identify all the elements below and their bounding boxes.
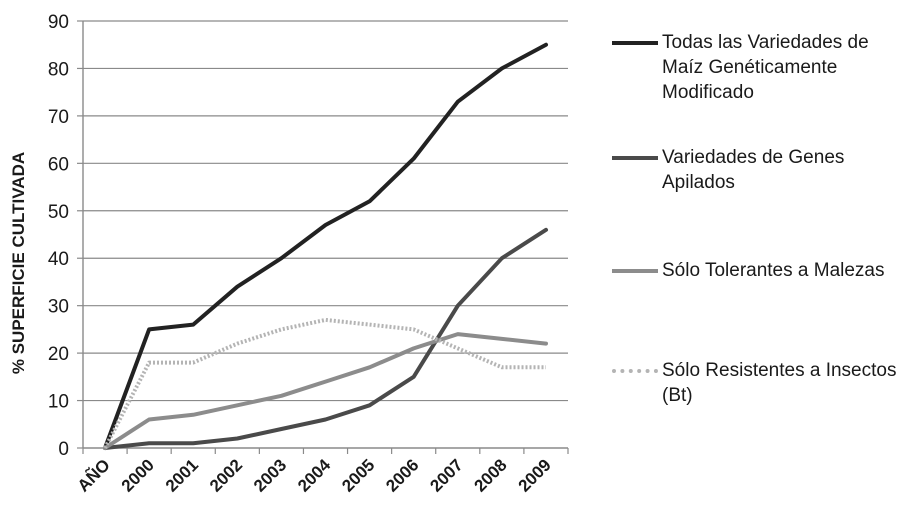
x-tick-label: 2000 <box>118 455 158 495</box>
series-line-3 <box>103 332 548 450</box>
legend-swatch <box>612 156 658 160</box>
series-lines <box>103 42 548 450</box>
legend-swatch <box>612 41 658 45</box>
y-tick-label: 40 <box>48 249 69 270</box>
y-tick-label: 0 <box>58 439 69 460</box>
legend-label: Sólo Resistentes a Insectos (Bt) <box>662 360 897 406</box>
legend-label: Sólo Tolerantes a Malezas <box>662 260 885 281</box>
axes <box>77 20 569 454</box>
y-axis-ticks: 0 10 20 30 40 50 60 70 80 90 <box>48 12 69 460</box>
y-tick-label: 20 <box>48 344 69 365</box>
x-tick-label: 2008 <box>471 455 511 495</box>
y-tick-label: 10 <box>48 392 69 413</box>
series-line-1 <box>103 42 548 450</box>
x-axis-ticks: AÑO 2000 2001 2002 2003 2004 2005 2006 2007 2008 2… <box>73 455 555 496</box>
y-tick-label: 50 <box>48 202 69 223</box>
x-tick-label: 2002 <box>206 455 246 495</box>
y-tick-label: 70 <box>48 107 69 128</box>
x-tick-label: 2005 <box>338 455 378 495</box>
legend-swatch <box>612 269 658 273</box>
y-axis-label: % SUPERFICIE CULTIVADA <box>9 152 28 374</box>
y-tick-label: 90 <box>48 12 69 33</box>
x-tick-label: 2007 <box>426 455 466 495</box>
y-tick-label: 80 <box>48 59 69 80</box>
series-line-4 <box>103 317 546 449</box>
series-line-2 <box>103 227 548 450</box>
legend-label: Variedades de Genes Apilados <box>662 147 845 193</box>
y-tick-label: 30 <box>48 297 69 318</box>
legend-label: Todas las Variedades de Maíz Genéticamen… <box>662 32 869 103</box>
y-tick-label: 60 <box>48 154 69 175</box>
x-tick-label: 2006 <box>382 455 422 495</box>
x-tick-label: 2003 <box>250 455 290 495</box>
x-tick-label: AÑO <box>73 455 114 496</box>
x-tick-label: 2001 <box>162 455 202 495</box>
legend-swatch <box>612 369 658 373</box>
x-tick-label: 2009 <box>515 455 555 495</box>
x-tick-label: 2004 <box>294 455 335 496</box>
gridlines <box>83 20 568 402</box>
